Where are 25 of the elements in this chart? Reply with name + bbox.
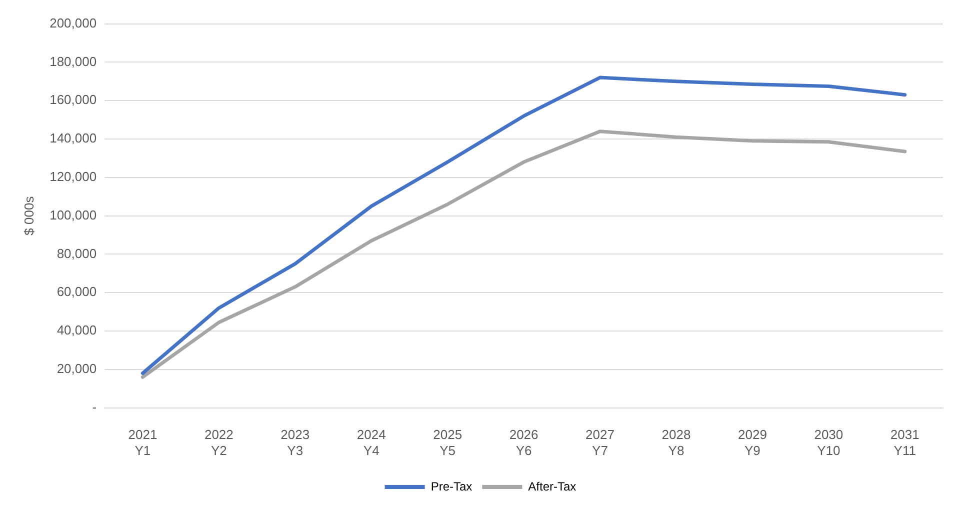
x-tick-label: 2031 Y11 [890,427,920,458]
y-tick-label: - [92,399,97,414]
x-tick-label: 2026 Y6 [509,427,538,458]
x-tick-label: 2030 Y10 [814,427,844,458]
y-tick-label: 40,000 [56,322,97,338]
x-tick-label: 2023 Y3 [280,427,310,458]
y-tick-label: 140,000 [50,130,97,146]
y-tick-label: 20,000 [56,360,97,376]
x-tick-label: 2025 Y5 [433,427,462,458]
y-tick-label: 100,000 [50,207,97,222]
x-tick-label: 2021 Y1 [128,427,158,458]
x-tick-label: 2022 Y2 [204,427,234,458]
y-tick-label: 160,000 [50,92,97,108]
x-tick-label: 2029 Y9 [738,427,767,458]
y-tick-label: 180,000 [50,54,97,69]
x-tick-label: 2028 Y8 [662,427,691,458]
x-tick-label: 2027 Y7 [586,427,614,458]
x-tick-label: 2024 Y4 [356,427,386,458]
y-tick-label: 200,000 [50,15,97,30]
y-tick-label: 60,000 [56,284,97,300]
y-tick-label: 120,000 [50,168,97,184]
y-axis-title: $ 000s [21,196,36,236]
legend-label: Pre-Tax [430,479,472,494]
y-tick-label: 80,000 [56,246,97,261]
legend-label: After-Tax [528,479,576,494]
